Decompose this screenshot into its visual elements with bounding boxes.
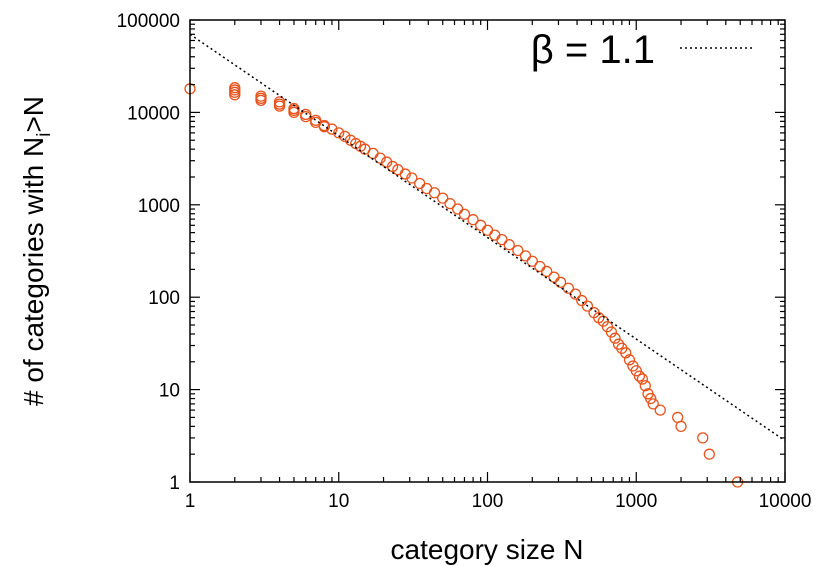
data-point xyxy=(414,177,426,190)
y-tick-label: 1 xyxy=(169,473,180,494)
data-point xyxy=(406,172,418,184)
data-point xyxy=(630,365,642,377)
data-point xyxy=(636,373,649,385)
legend-label: β = 1.1 xyxy=(531,28,655,72)
data-point xyxy=(481,224,494,236)
x-tick-label: 10000 xyxy=(759,491,812,512)
data-point xyxy=(697,432,709,444)
y-tick-label: 10000 xyxy=(127,103,180,124)
y-axis-label-tail: >N xyxy=(18,96,49,133)
data-point xyxy=(333,127,345,139)
data-point xyxy=(609,332,621,344)
y-tick-label: 1000 xyxy=(138,196,180,217)
data-point xyxy=(496,233,508,246)
data-point xyxy=(255,94,267,107)
data-point xyxy=(645,392,657,405)
data-point xyxy=(581,300,594,312)
data-point xyxy=(675,420,687,433)
data-point xyxy=(374,152,386,164)
x-tick-label: 100 xyxy=(472,491,504,512)
data-point xyxy=(503,239,515,251)
data-point xyxy=(475,219,487,231)
data-point xyxy=(444,197,456,210)
data-point xyxy=(654,404,666,416)
axis-tick-labels: 1 10 100 1000 10000 1 10 100 1000 10000 100000 xyxy=(117,11,812,512)
data-point xyxy=(605,326,617,338)
data-point xyxy=(273,100,286,112)
legend: β = 1.1 xyxy=(531,28,752,72)
data-point xyxy=(326,123,338,135)
data-point xyxy=(576,294,588,307)
data-point xyxy=(399,168,411,180)
x-tick-label: 1 xyxy=(185,491,196,512)
data-point xyxy=(386,160,399,173)
data-point xyxy=(526,255,538,267)
data-point xyxy=(367,147,379,160)
y-axis-label: # of categories with Ni>N xyxy=(18,96,55,406)
data-point xyxy=(451,203,464,215)
y-tick-label: 100000 xyxy=(117,11,180,32)
data-point xyxy=(562,282,575,294)
data-point xyxy=(467,214,479,226)
data-point xyxy=(428,187,441,199)
y-axis-label-subscript: i xyxy=(34,133,55,137)
data-point xyxy=(647,398,659,410)
y-tick-label: 100 xyxy=(148,288,180,309)
data-point xyxy=(639,380,651,392)
data-point xyxy=(519,250,532,262)
fit-line xyxy=(189,33,786,442)
axis-ticks xyxy=(189,19,786,483)
data-point xyxy=(288,106,300,119)
data-points xyxy=(184,82,744,488)
data-point xyxy=(633,370,646,382)
plot-frame xyxy=(189,19,786,483)
data-point xyxy=(703,448,715,460)
data-point xyxy=(541,265,553,278)
data-point xyxy=(620,347,632,359)
y-tick-label: 10 xyxy=(159,381,180,402)
x-tick-label: 10 xyxy=(328,491,349,512)
data-point xyxy=(458,208,471,220)
data-point xyxy=(512,244,524,257)
data-point xyxy=(437,192,449,204)
data-point xyxy=(534,260,546,273)
data-point xyxy=(229,89,241,101)
data-point xyxy=(623,354,636,366)
data-point xyxy=(489,229,501,241)
data-point xyxy=(554,276,567,288)
x-axis-label: category size N xyxy=(391,534,584,565)
y-axis-label-main: # of categories with N xyxy=(18,137,49,406)
data-point xyxy=(318,121,330,133)
x-tick-label: 1000 xyxy=(615,491,657,512)
